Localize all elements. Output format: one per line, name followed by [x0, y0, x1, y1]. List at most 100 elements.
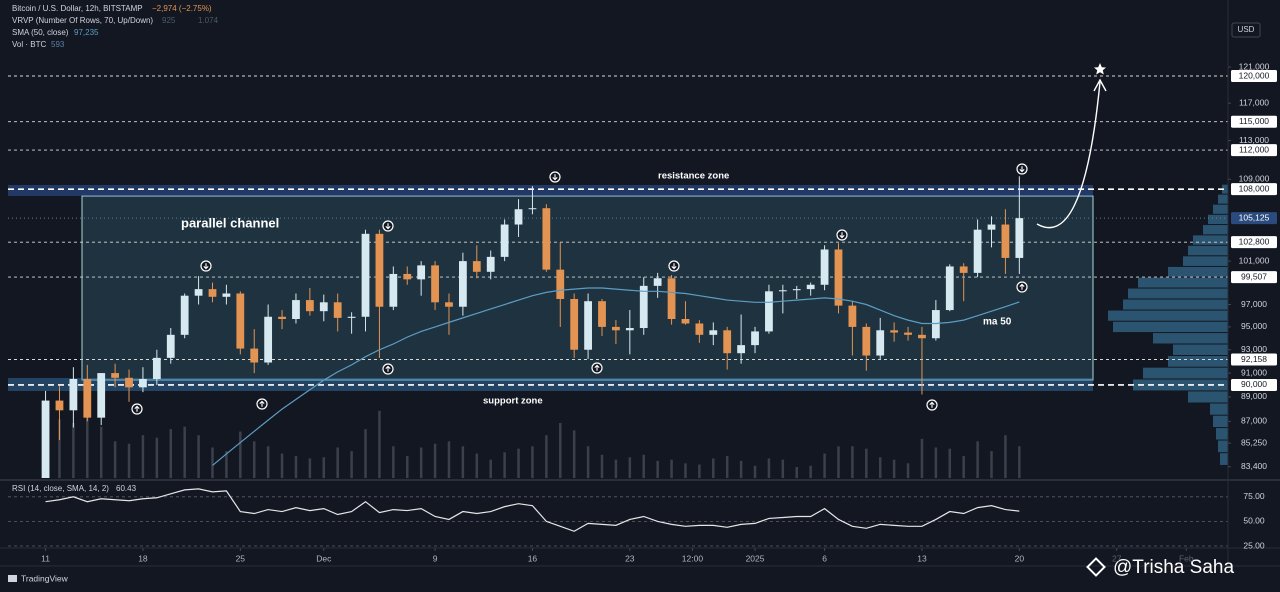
y-tick-label: 109,000	[1239, 174, 1270, 184]
candle-body	[500, 224, 509, 257]
candle-body	[570, 298, 579, 350]
volume-bar	[350, 451, 353, 478]
y-tick-label: 85,250	[1241, 437, 1267, 447]
volume-bar	[308, 458, 312, 478]
watermark: @Trisha Saha	[1113, 557, 1234, 578]
candle-body	[667, 278, 676, 320]
volume-bar	[1004, 435, 1007, 478]
candle-body	[848, 305, 857, 327]
volume-profile-bar	[1123, 299, 1228, 310]
candle-body	[834, 249, 843, 306]
volume-profile-bar	[1183, 256, 1228, 266]
volume-bar	[169, 429, 173, 478]
down-arrow-icon	[1016, 163, 1028, 175]
volume-profile-bar	[1138, 277, 1228, 288]
candle-body	[305, 300, 314, 312]
candle-body	[792, 289, 801, 291]
x-tick-label: 13	[917, 553, 927, 563]
candle-body	[695, 323, 704, 335]
volume-bar	[642, 454, 645, 478]
volume-legend: Vol · BTC	[12, 40, 46, 49]
candle-body	[333, 302, 342, 318]
volume-bar	[1018, 446, 1021, 478]
down-arrow-icon	[549, 171, 561, 183]
volume-bar	[86, 416, 89, 478]
volume-bar	[155, 437, 159, 478]
candle-body	[41, 400, 50, 478]
volume-bar	[878, 457, 882, 478]
volume-bar	[698, 464, 701, 478]
currency-button[interactable]	[1231, 22, 1261, 38]
y-tick-label: 83,400	[1241, 461, 1267, 471]
volume-profile-bar	[1168, 356, 1228, 367]
x-tick-label: 11	[41, 553, 50, 563]
volume-bar	[489, 459, 492, 478]
price-line-label: 108,000	[1239, 183, 1270, 193]
candle-body	[250, 348, 259, 363]
candle-body	[361, 233, 370, 317]
volume-bar	[976, 441, 979, 478]
x-tick-label: 18	[138, 553, 148, 563]
volume-bar	[183, 426, 186, 478]
price-line-label: 115,000	[1239, 116, 1269, 126]
vrvp-down-value: 1.074	[198, 16, 219, 25]
candle-body	[97, 373, 106, 418]
up-arrow-icon	[131, 403, 143, 415]
plot-layer	[8, 75, 1228, 547]
candle-body	[612, 326, 620, 331]
price-line-tag	[1231, 144, 1277, 157]
candle-body	[765, 291, 773, 332]
volume-bar	[906, 463, 910, 478]
x-tick-label: Dec	[316, 553, 332, 563]
volume-bar	[823, 453, 826, 478]
candle-body	[556, 269, 565, 299]
candle-body	[222, 293, 231, 297]
candle-body	[264, 316, 273, 363]
volume-bar	[405, 456, 409, 478]
volume-bar	[461, 446, 465, 478]
volume-bar	[851, 446, 854, 478]
volume-bar	[364, 429, 367, 478]
volume-profile-bar	[1220, 453, 1228, 465]
volume-bar	[113, 441, 117, 478]
price-line-label: 90,000	[1241, 379, 1267, 389]
rsi-value: 60.43	[116, 484, 137, 493]
volume-bar	[837, 446, 840, 478]
volume-bar	[99, 426, 103, 478]
candle-body	[278, 316, 286, 320]
volume-profile-bar	[1218, 440, 1228, 453]
volume-bar	[934, 447, 938, 478]
volume-bar	[712, 458, 715, 478]
vrvp-legend: VRVP (Number Of Rows, 70, Up/Down)	[12, 16, 153, 25]
volume-bar	[517, 448, 520, 478]
price-line-label: 120,000	[1239, 70, 1270, 80]
volume-bar	[600, 454, 604, 478]
up-arrow-icon	[382, 363, 394, 375]
volume-profile-bar	[1218, 194, 1228, 204]
y-tick-label: 91,000	[1241, 367, 1267, 377]
candle-body	[236, 293, 245, 349]
x-tick-label: 20	[1015, 553, 1025, 563]
x-tick-label: 23	[625, 553, 635, 563]
candle-body	[375, 233, 384, 307]
y-tick-label: 93,000	[1241, 344, 1267, 354]
volume-bar	[58, 419, 61, 478]
candle-body	[431, 265, 439, 303]
brand-name[interactable]: TradingView	[21, 573, 69, 583]
price-line-tag	[1231, 183, 1277, 196]
volume-bar	[280, 453, 284, 478]
candle-body	[417, 265, 426, 280]
currency-label[interactable]: USD	[1238, 25, 1255, 34]
volume-profile-bar	[1213, 204, 1228, 214]
sma-legend: SMA (50, close)	[12, 28, 69, 37]
volume-bar	[266, 446, 270, 478]
resistance-band	[8, 185, 1093, 196]
x-tick-label: Feb	[1179, 553, 1194, 563]
volume-bar	[586, 446, 590, 478]
candle-body	[292, 300, 300, 320]
volume-bar	[809, 465, 812, 478]
price-line-label: 102,800	[1239, 236, 1270, 246]
candle-body	[904, 332, 912, 335]
candle-body	[194, 289, 203, 296]
candle-body	[876, 330, 885, 356]
